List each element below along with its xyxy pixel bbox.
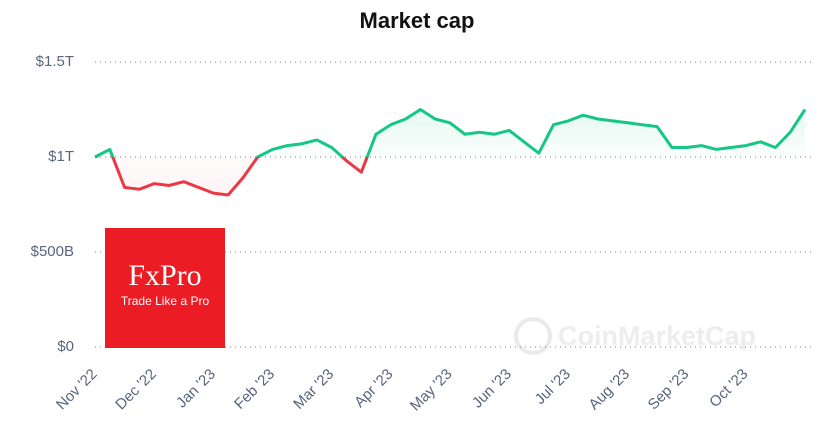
x-tick-label: Jul '23 xyxy=(532,366,574,408)
x-tick-label: Aug '23 xyxy=(585,366,633,414)
y-tick-label: $0 xyxy=(57,338,74,355)
x-tick-label: Dec '22 xyxy=(112,366,160,414)
area xyxy=(95,109,805,195)
y-tick-label: $500B xyxy=(31,243,74,260)
ad-brand: FxPro xyxy=(128,259,201,292)
line xyxy=(94,108,807,197)
x-tick-label: Jun '23 xyxy=(469,366,515,412)
x-tick-label: Mar '23 xyxy=(290,366,337,413)
watermark-text: CoinMarketCap xyxy=(558,321,756,351)
x-tick-label: Nov '22 xyxy=(53,366,101,414)
x-tick-label: Sep '23 xyxy=(645,366,693,414)
y-tick-label: $1T xyxy=(48,148,74,165)
watermark: CoinMarketCap xyxy=(514,317,756,355)
x-tick-label: Jan '23 xyxy=(173,366,219,412)
x-tick-label: May '23 xyxy=(407,366,456,415)
watermark-logo xyxy=(514,317,552,355)
y-tick-label: $1.5T xyxy=(36,53,74,70)
ad-tagline: Trade Like a Pro xyxy=(121,294,210,308)
x-tick-label: Feb '23 xyxy=(231,366,278,413)
ad-box[interactable] xyxy=(105,228,225,348)
x-tick-label: Apr '23 xyxy=(351,366,396,411)
chart-title: Market cap xyxy=(360,8,475,33)
x-tick-label: Oct '23 xyxy=(706,366,751,411)
